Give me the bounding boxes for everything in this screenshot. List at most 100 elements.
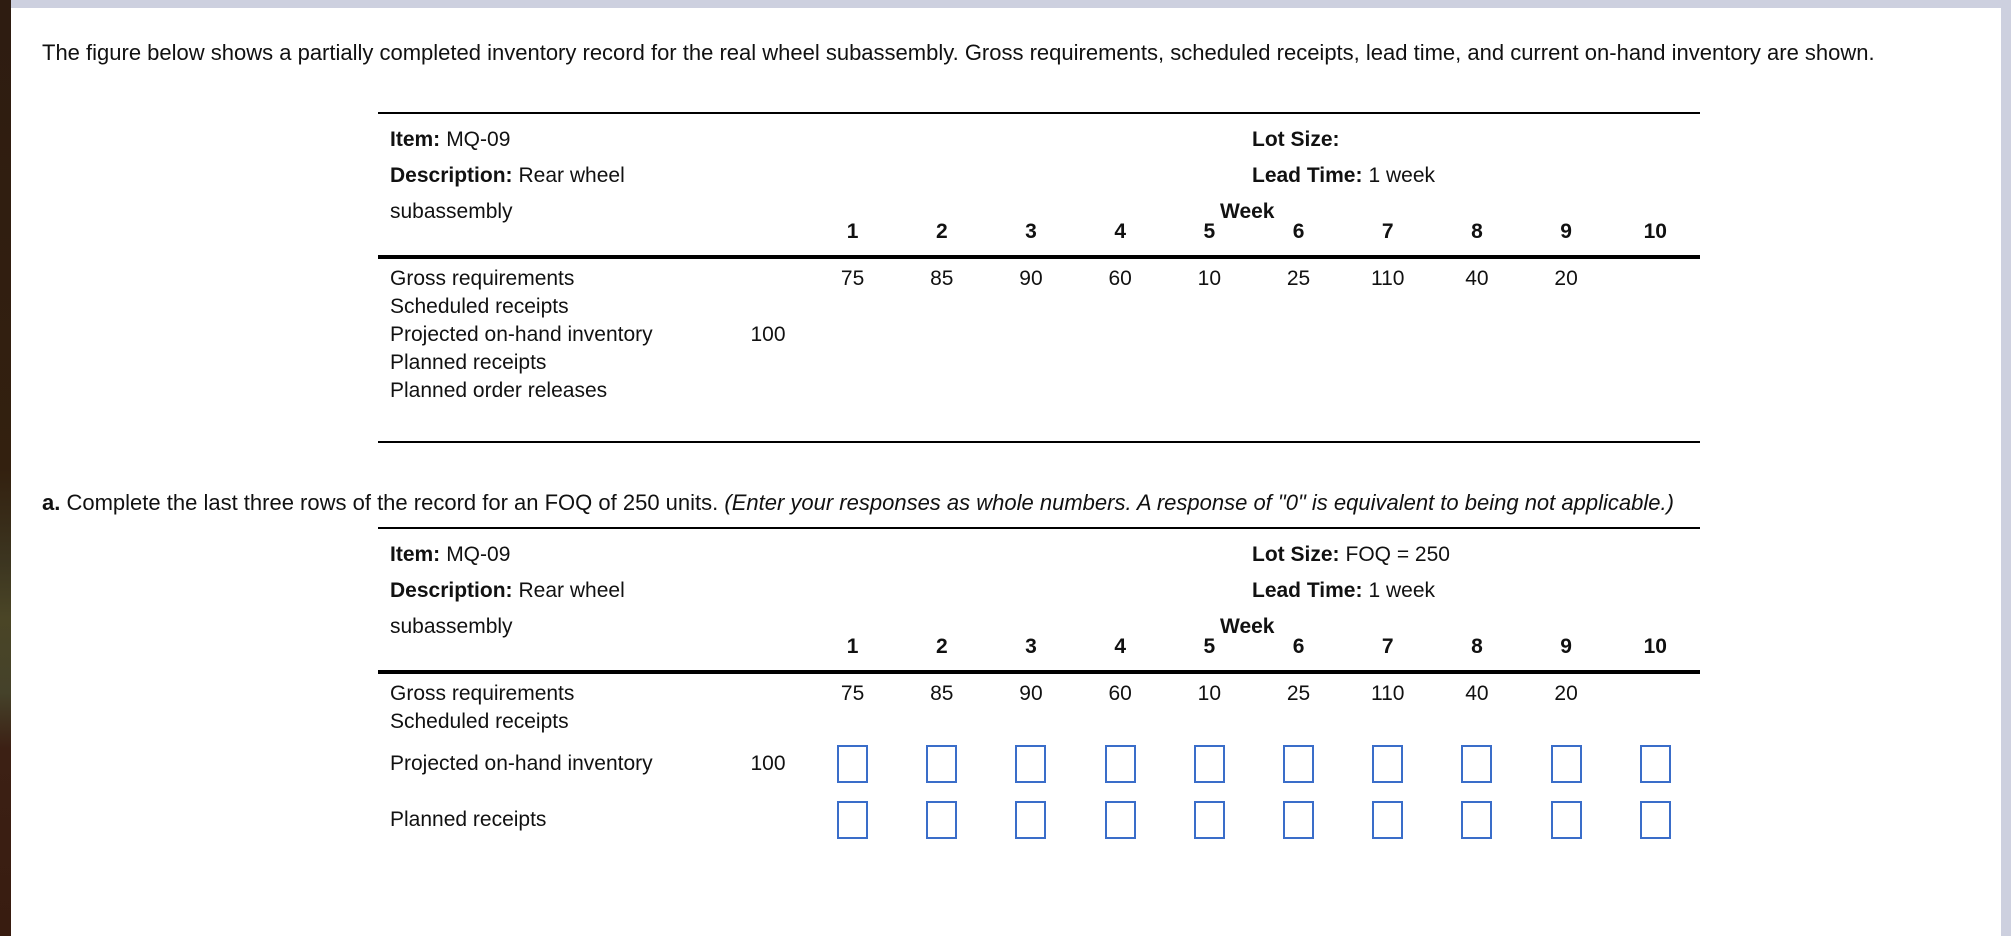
- week-header-cell: 7: [1381, 635, 1394, 658]
- week-header-cell: 7: [1381, 220, 1394, 243]
- label-column-spacer: [378, 220, 728, 244]
- table-row-planned-receipts: Planned receipts: [378, 349, 1700, 377]
- projected-on-hand-inventory-input-week-6[interactable]: [1283, 745, 1315, 783]
- lead-time-label: Lead Time:: [1252, 579, 1363, 602]
- week-header-cell: 3: [1025, 635, 1037, 658]
- week-value-cell: [1076, 745, 1165, 783]
- description-label: Description:: [390, 164, 513, 187]
- week-value-cell: [1254, 745, 1343, 783]
- inventory-record-table-answer: Item: MQ-09 Description: Rear wheel subass…: [378, 527, 1700, 848]
- week-value-cell: [1165, 801, 1254, 839]
- begin-column-spacer: [728, 635, 808, 659]
- week-header-cell: 1: [846, 635, 859, 658]
- week-value-cell: 75: [840, 682, 865, 705]
- week-value-cell: [808, 745, 897, 783]
- part-a-label: a.: [42, 490, 61, 515]
- projected-on-hand-inventory-input-week-8[interactable]: [1461, 745, 1493, 783]
- projected-on-hand-inventory-input-week-4[interactable]: [1104, 745, 1136, 783]
- lot-size-value: FOQ = 250: [1345, 543, 1450, 566]
- description-value: Rear wheel subassembly: [390, 579, 625, 638]
- week-header-cell: 6: [1292, 220, 1305, 243]
- week-value-cell: [986, 801, 1075, 839]
- table-row-gross-requirements: Gross requirements 75 85 90 60 10 25 110 40 20: [378, 265, 1700, 293]
- projected-on-hand-inventory-input-week-3[interactable]: [1015, 745, 1047, 783]
- row-label: Scheduled receipts: [390, 710, 569, 733]
- planned-receipts-input-week-10[interactable]: [1639, 801, 1671, 839]
- table-row-projected-on-hand-inventory: Projected on-hand inventory 100: [378, 736, 1700, 792]
- planned-receipts-input-week-9[interactable]: [1550, 801, 1582, 839]
- row-label: Gross requirements: [390, 682, 575, 705]
- desktop-edge-strip: [0, 0, 11, 936]
- planned-receipts-input-week-5[interactable]: [1193, 801, 1225, 839]
- week-header-cell: 5: [1203, 220, 1216, 243]
- projected-on-hand-inventory-input-week-7[interactable]: [1372, 745, 1404, 783]
- week-header-cell: 4: [1114, 635, 1126, 658]
- week-value-cell: 25: [1286, 682, 1311, 705]
- week-value-cell: [897, 801, 986, 839]
- row-label: Planned receipts: [390, 808, 547, 831]
- week-header-cell: 6: [1292, 635, 1305, 658]
- table-row-planned-order-releases: Planned order releases: [378, 377, 1700, 405]
- week-value-cell: [1076, 801, 1165, 839]
- item-description-block: Item: MQ-09 Description: Rear wheel subass…: [390, 537, 705, 645]
- week-header-cell: 9: [1560, 220, 1572, 243]
- row-label: Projected on-hand inventory: [390, 752, 653, 775]
- lot-size-label: Lot Size:: [1252, 543, 1340, 566]
- lot-lead-block: Lot Size: Lead Time: 1 week Week: [1220, 122, 1435, 230]
- table-rule-top: [378, 112, 1700, 114]
- projected-on-hand-inventory-input-week-2[interactable]: [926, 745, 958, 783]
- planned-receipts-input-week-1[interactable]: [837, 801, 869, 839]
- planned-receipts-input-week-4[interactable]: [1104, 801, 1136, 839]
- lead-time-label: Lead Time:: [1252, 164, 1363, 187]
- item-label: Item:: [390, 543, 441, 566]
- planned-receipts-input-week-2[interactable]: [926, 801, 958, 839]
- week-value-cell: 85: [930, 682, 954, 705]
- window-frame-right: [2001, 0, 2011, 936]
- table-row-projected-on-hand-inventory: Projected on-hand inventory 100: [378, 321, 1700, 349]
- table-row-planned-receipts: Planned receipts: [378, 792, 1700, 848]
- projected-on-hand-inventory-input-week-5[interactable]: [1193, 745, 1225, 783]
- label-column-spacer: [378, 635, 728, 659]
- projected-on-hand-inventory-input-week-10[interactable]: [1639, 745, 1671, 783]
- week-header-cell: 10: [1643, 220, 1667, 243]
- week-header-cell: 1: [846, 220, 859, 243]
- row-label: Gross requirements: [390, 267, 575, 290]
- projected-on-hand-inventory-input-week-1[interactable]: [837, 745, 869, 783]
- intro-paragraph: The figure below shows a partially compl…: [42, 40, 1875, 65]
- table-header: Item: MQ-09 Description: Rear wheel subass…: [378, 529, 1700, 670]
- week-header-cell: 2: [935, 635, 948, 658]
- week-value-cell: 90: [1019, 682, 1043, 705]
- week-value-cell: [1522, 801, 1611, 839]
- planned-receipts-input-week-8[interactable]: [1461, 801, 1493, 839]
- week-label: Week: [1220, 615, 1275, 638]
- description-value: Rear wheel subassembly: [390, 164, 625, 223]
- week-value-cell: [1254, 801, 1343, 839]
- table-row-scheduled-receipts: Scheduled receipts: [378, 708, 1700, 736]
- item-value: MQ-09: [446, 128, 511, 151]
- week-value-cell: 85: [930, 267, 954, 290]
- row-label: Planned order releases: [390, 379, 608, 402]
- planned-receipts-input-week-6[interactable]: [1283, 801, 1315, 839]
- row-label: Planned receipts: [390, 351, 547, 374]
- week-value-cell: [1343, 801, 1432, 839]
- week-value-cell: [808, 801, 897, 839]
- week-value-cell: 20: [1554, 267, 1578, 290]
- week-value-cell: [897, 745, 986, 783]
- lot-size-label: Lot Size:: [1252, 128, 1340, 151]
- planned-receipts-input-week-7[interactable]: [1372, 801, 1404, 839]
- table-body: Gross requirements 75 85 90 60 10 25 110 40 20 Sch…: [378, 674, 1700, 848]
- inventory-record-table-initial: Item: MQ-09 Description: Rear wheel subass…: [378, 112, 1700, 443]
- item-label: Item:: [390, 128, 441, 151]
- projected-on-hand-inventory-input-week-9[interactable]: [1550, 745, 1582, 783]
- week-value-cell: 40: [1465, 682, 1489, 705]
- week-header-cell: 8: [1471, 220, 1483, 243]
- planned-receipts-input-week-3[interactable]: [1015, 801, 1047, 839]
- week-value-cell: [1522, 745, 1611, 783]
- lot-lead-block: Lot Size: FOQ = 250 Lead Time: 1 week Week: [1220, 537, 1450, 645]
- week-value-cell: [1343, 745, 1432, 783]
- table-row-scheduled-receipts: Scheduled receipts: [378, 293, 1700, 321]
- item-description-block: Item: MQ-09 Description: Rear wheel subass…: [390, 122, 705, 230]
- week-value-cell: 60: [1108, 682, 1132, 705]
- week-value-cell: [1611, 745, 1700, 783]
